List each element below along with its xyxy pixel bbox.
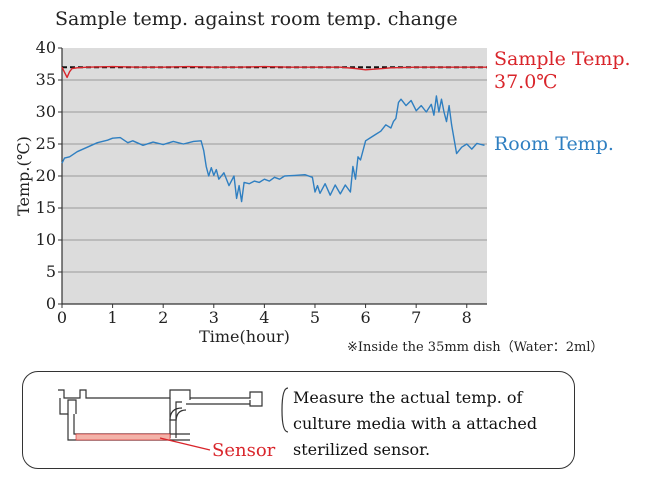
x-tick-label: 3: [209, 308, 219, 327]
x-tick-label: 0: [57, 308, 67, 327]
sample-temp-legend: Sample Temp. 37.0℃: [494, 48, 631, 94]
sensor-cable-inner: [175, 409, 187, 438]
y-tick-label: 40: [36, 38, 56, 57]
y-axis-label: Temp.(℃): [14, 136, 33, 216]
temperature-chart: 0 5 10 15 20 25 30 35 40 0 1 2 3 4 5 6 7 8 Time(hour) Temp.…: [14, 38, 487, 346]
dish-lid: [58, 389, 191, 400]
series-line: [61, 95, 485, 203]
x-tick-label: 1: [108, 308, 118, 327]
x-tick-label: 5: [310, 308, 320, 327]
y-tick-label: 15: [36, 198, 56, 217]
dish-rim-left: [59, 398, 77, 415]
x-tick-label: 8: [462, 308, 472, 327]
y-tick-label: 5: [46, 262, 56, 281]
dish-sensor-diagram: [58, 387, 289, 451]
sensor-description: Measure the actual temp. of culture medi…: [293, 385, 537, 463]
x-axis-label: Time(hour): [199, 327, 290, 346]
x-tick-label: 2: [158, 308, 168, 327]
sensor-info-box: [22, 371, 575, 469]
y-tick-label: 20: [36, 166, 56, 185]
y-tick-label: 25: [36, 134, 56, 153]
culture-medium: [75, 433, 171, 441]
x-tick-label: 6: [360, 308, 370, 327]
description-line: Measure the actual temp. of: [293, 388, 523, 407]
x-tick-label: 7: [411, 308, 421, 327]
footnote: ※Inside the 35mm dish（Water：2ml）: [347, 340, 604, 355]
sample-temp-label: Sample Temp.: [494, 48, 631, 70]
description-line: sterilized sensor.: [293, 440, 431, 459]
sensor-label: Sensor: [212, 440, 276, 461]
y-tick-label: 10: [36, 230, 56, 249]
sensor-pointer: [159, 437, 211, 451]
x-tick-label: 4: [259, 308, 269, 327]
y-tick-label: 30: [36, 102, 56, 121]
chart-title: Sample temp. against room temp. change: [55, 8, 458, 30]
sensor-cable-outer: [169, 407, 183, 438]
series-line: [61, 65, 487, 79]
room-temp-label: Room Temp.: [494, 133, 614, 155]
description-line: culture media with a attached: [293, 414, 538, 433]
dish-inner: [73, 414, 190, 435]
sensor-plug: [190, 391, 263, 407]
sample-temp-value: 37.0℃: [494, 71, 558, 93]
y-tick-label: 0: [46, 294, 56, 313]
description-bracket: [281, 387, 289, 433]
y-tick-label: 35: [36, 70, 56, 89]
